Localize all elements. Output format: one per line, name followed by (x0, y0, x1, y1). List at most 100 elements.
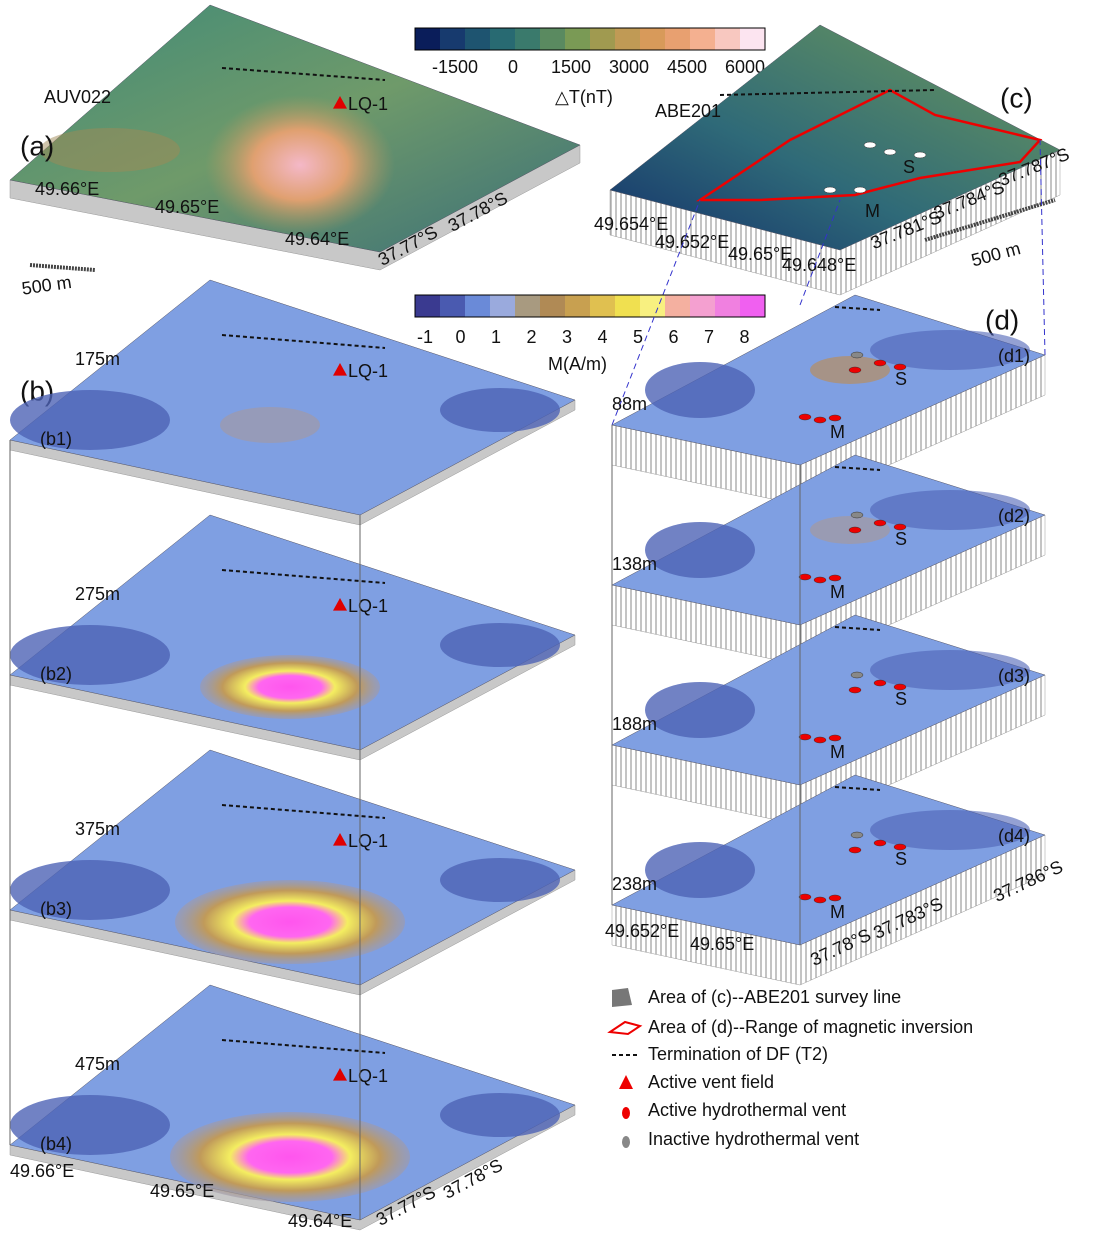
colorbar-cell (690, 295, 715, 317)
vent-marker (874, 360, 886, 366)
low-anomaly (440, 388, 560, 432)
colorbar-cell (515, 295, 540, 317)
vent-marker (851, 832, 863, 838)
colorbar-cell (615, 295, 640, 317)
depth-label: 138m (612, 554, 657, 574)
low-anomaly (440, 858, 560, 902)
colorbar-cell (590, 28, 615, 50)
slice-label: (b1) (40, 429, 72, 449)
anomaly (205, 95, 395, 235)
legend-icon (622, 1136, 630, 1148)
colorbar-tick: 8 (739, 327, 749, 347)
depth-label: 188m (612, 714, 657, 734)
colorbar-cell (615, 28, 640, 50)
figure: AUV022(a)LQ-149.66°E49.65°E49.64°E37.77°… (0, 0, 1113, 1234)
slice-label: (d3) (998, 666, 1030, 686)
colorbar-cell (665, 295, 690, 317)
scale-label: 500 m (20, 272, 72, 299)
slice-label: (b4) (40, 1134, 72, 1154)
site-label: S (895, 849, 907, 869)
lon-label: 49.66°E (35, 179, 99, 199)
colorbar-cell (740, 28, 765, 50)
legend-label: Active hydrothermal vent (648, 1100, 846, 1120)
colorbar-tick: 5 (633, 327, 643, 347)
low-anomaly (645, 522, 755, 578)
lon-label: 49.652°E (605, 921, 679, 941)
vent-label: LQ-1 (348, 94, 388, 114)
vent-marker (914, 152, 926, 158)
legend-icon (610, 1022, 640, 1034)
low-anomaly (645, 842, 755, 898)
site-label: M (865, 201, 880, 221)
vent-label: LQ-1 (348, 1066, 388, 1086)
colorbar-cell (640, 28, 665, 50)
site-label: S (895, 529, 907, 549)
colorbar-cell (415, 295, 440, 317)
colorbar-tick: 1500 (551, 57, 591, 77)
colorbar-cell (690, 28, 715, 50)
colorbar-tick: 4 (597, 327, 607, 347)
colorbar-cell (465, 28, 490, 50)
vent-marker (799, 894, 811, 900)
site-label: S (895, 369, 907, 389)
vent-marker (874, 840, 886, 846)
low-anomaly (10, 1095, 170, 1155)
legend-label: Area of (d)--Range of magnetic inversion (648, 1017, 973, 1037)
site-label: S (895, 689, 907, 709)
colorbar-cell (715, 28, 740, 50)
colorbar-cell (590, 295, 615, 317)
vent-label: LQ-1 (348, 361, 388, 381)
vent-marker (854, 187, 866, 193)
depth-label: 175m (75, 349, 120, 369)
lon-label: 49.65°E (690, 934, 754, 954)
slice-label: (b3) (40, 899, 72, 919)
panel-label: (a) (20, 130, 54, 161)
colorbar-cell (440, 295, 465, 317)
scale-bar (30, 265, 95, 270)
scale-label: 500 m (969, 238, 1023, 270)
anomaly (40, 128, 180, 172)
colorbar-cell (565, 28, 590, 50)
colorbar-tick: 0 (508, 57, 518, 77)
survey-name: AUV022 (44, 87, 111, 107)
low-anomaly (10, 860, 170, 920)
lon-label: 49.65°E (150, 1181, 214, 1201)
slice-label: (d1) (998, 346, 1030, 366)
vent-marker (829, 415, 841, 421)
colorbar-tick: 0 (455, 327, 465, 347)
low-anomaly (645, 362, 755, 418)
survey-name: ABE201 (655, 101, 721, 121)
colorbar-cell (565, 295, 590, 317)
lon-label: 49.648°E (782, 255, 856, 275)
vent-marker (864, 142, 876, 148)
low-anomaly (440, 1093, 560, 1137)
site-label: M (830, 582, 845, 602)
colorbar-tick: 7 (704, 327, 714, 347)
vent-marker (799, 734, 811, 740)
site-label: M (830, 422, 845, 442)
depth-label: 238m (612, 874, 657, 894)
magnetization-anomaly (200, 655, 380, 719)
colorbar-label: △T(nT) (555, 87, 613, 107)
vent-marker (814, 737, 826, 743)
lon-label: 49.66°E (10, 1161, 74, 1181)
lon-label: 49.64°E (288, 1211, 352, 1231)
vent-marker (814, 897, 826, 903)
colorbar-tick: 3000 (609, 57, 649, 77)
colorbar-tick: 1 (491, 327, 501, 347)
colorbar-cell (715, 295, 740, 317)
legend-label: Area of (c)--ABE201 survey line (648, 987, 901, 1007)
magnetization-anomaly (175, 880, 405, 964)
colorbar-label: M(A/m) (548, 354, 607, 374)
panel-label: (c) (1000, 82, 1033, 113)
panel-label: (d) (985, 304, 1019, 335)
colorbar-cell (540, 28, 565, 50)
legend-label: Active vent field (648, 1072, 774, 1092)
legend-label: Inactive hydrothermal vent (648, 1129, 859, 1149)
colorbar-tick: 3 (562, 327, 572, 347)
vent-marker (814, 577, 826, 583)
vent-marker (814, 417, 826, 423)
vent-marker (874, 680, 886, 686)
legend-icon (612, 988, 632, 1007)
legend-icon (622, 1107, 630, 1119)
